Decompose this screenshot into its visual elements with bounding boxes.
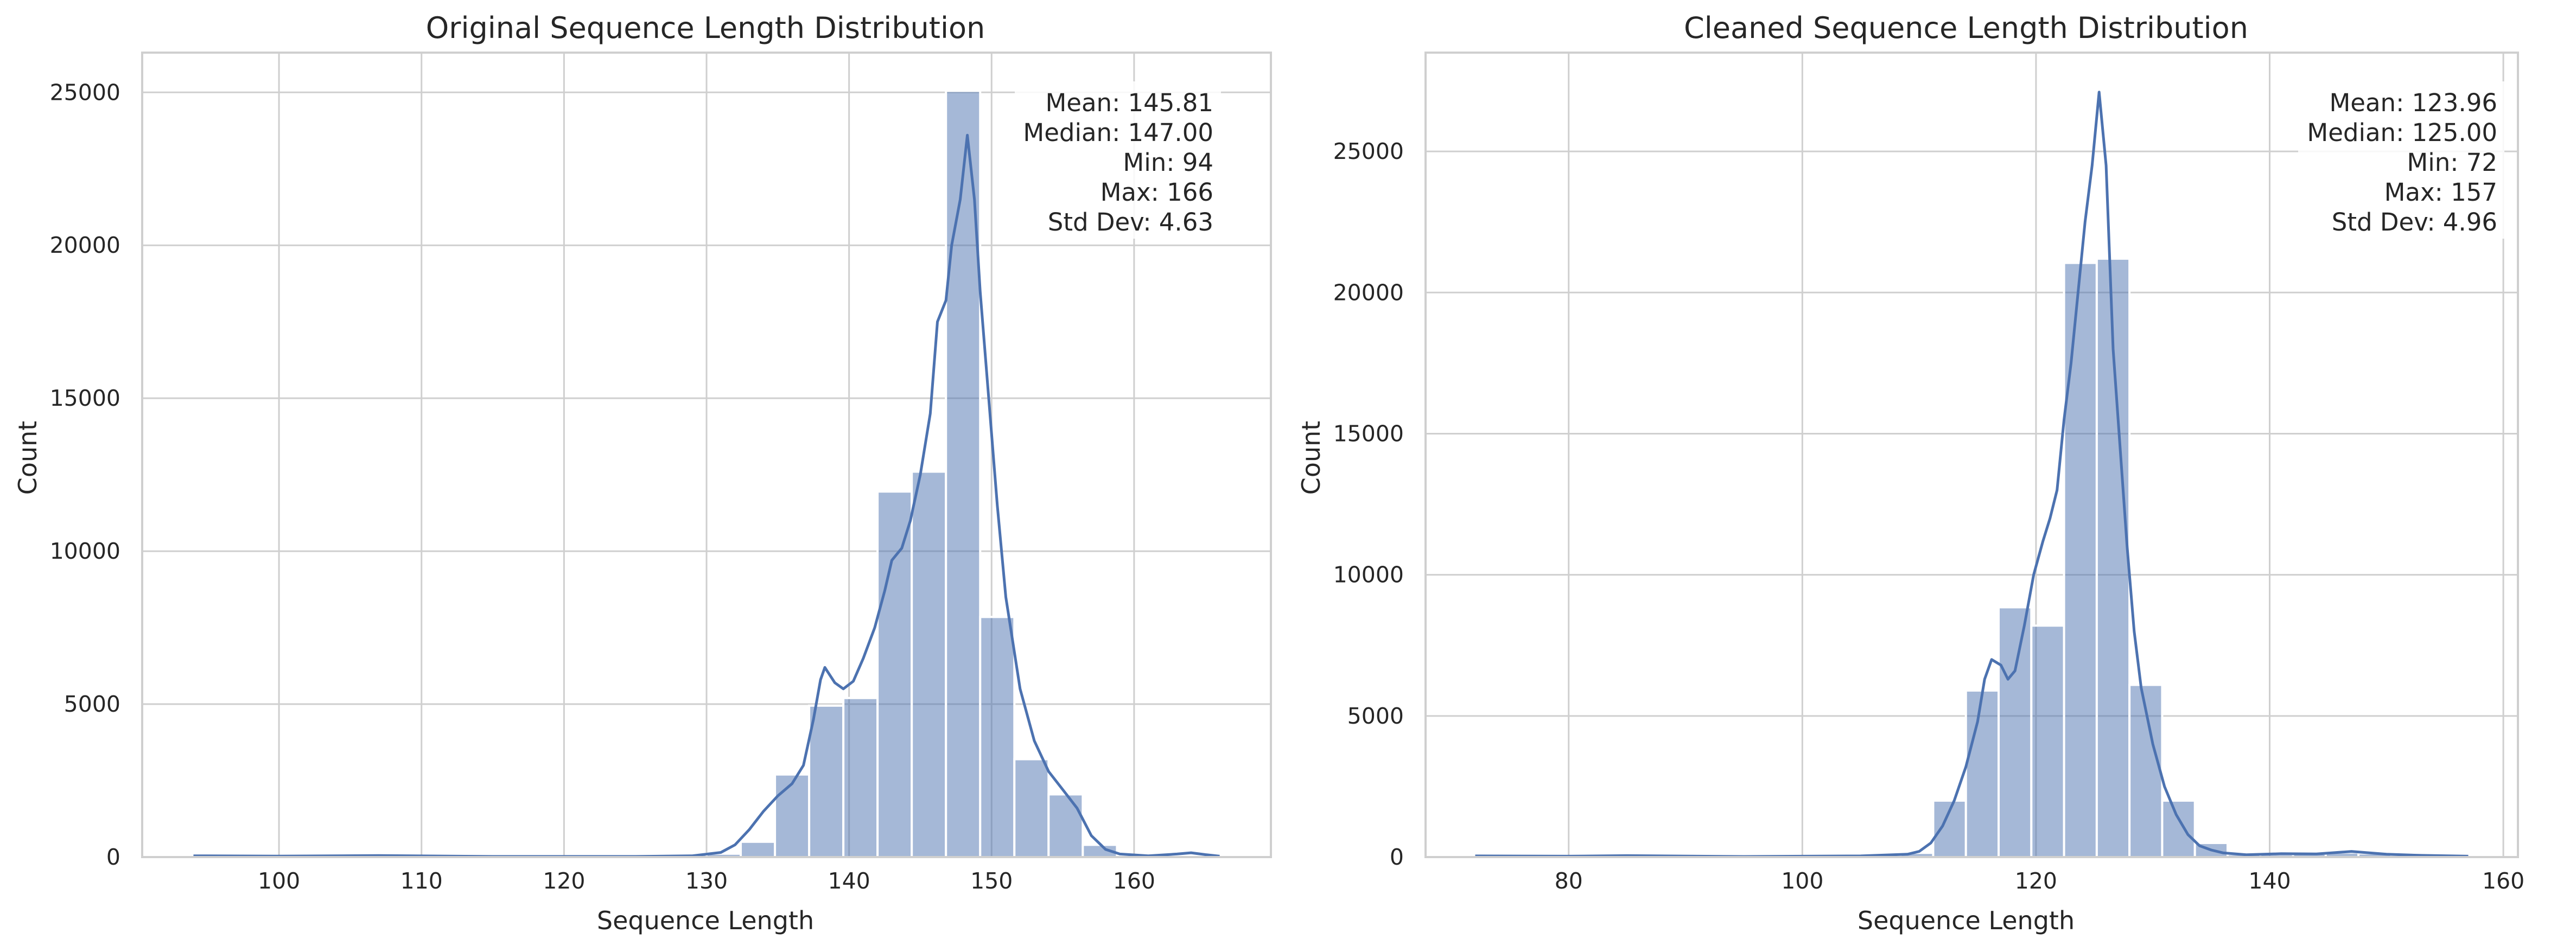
original-stats-std: Std Dev: 4.63 <box>1048 208 1213 237</box>
cleaned-y-axis-label: Count <box>1296 421 1326 495</box>
cleaned-stats-box <box>2298 81 2504 239</box>
original-histogram-bar <box>808 704 845 859</box>
cleaned-y-tick-label: 0 <box>1390 844 1404 870</box>
original-histogram-bar <box>876 490 913 858</box>
cleaned-y-tick-label: 5000 <box>1347 703 1404 729</box>
original-histogram-bar <box>842 697 879 859</box>
cleaned-histogram-bar <box>2030 624 2065 858</box>
original-stats-mean: Mean: 145.81 <box>1045 88 1213 117</box>
cleaned-x-ticks: 80 100 120 140 160 <box>1555 868 2525 894</box>
original-histogram-bar <box>911 470 947 858</box>
original-x-tick-label: 140 <box>828 868 870 894</box>
cleaned-stats-max: Max: 157 <box>2384 178 2497 207</box>
cleaned-y-ticks: 0 5000 10000 15000 20000 25000 <box>1333 138 1404 870</box>
cleaned-histogram-panel: Cleaned Sequence Length Distribution 80 1… <box>1296 11 2524 935</box>
original-x-tick-label: 100 <box>258 868 300 894</box>
original-histogram-bar <box>1047 793 1084 858</box>
original-chart-title: Original Sequence Length Distribution <box>426 11 985 45</box>
original-x-tick-label: 150 <box>970 868 1013 894</box>
original-y-ticks: 0 5000 10000 15000 20000 25000 <box>50 79 120 870</box>
cleaned-stats-median: Median: 125.00 <box>2307 118 2497 147</box>
cleaned-histogram-bar <box>2063 261 2098 859</box>
original-histogram-bar <box>774 773 811 858</box>
original-x-tick-label: 120 <box>543 868 585 894</box>
cleaned-x-axis-label: Sequence Length <box>1858 906 2075 935</box>
cleaned-y-tick-label: 20000 <box>1333 279 1404 305</box>
original-stats-box <box>1015 81 1221 239</box>
cleaned-y-tick-label: 10000 <box>1333 562 1404 588</box>
cleaned-stats-std: Std Dev: 4.96 <box>2332 208 2497 237</box>
original-y-tick-label: 0 <box>106 844 120 870</box>
original-histogram-bar <box>740 840 777 858</box>
cleaned-kde-line <box>1475 91 2469 858</box>
original-histogram-bar <box>1013 758 1050 859</box>
original-histogram-bar <box>979 616 1016 858</box>
cleaned-x-tick-label: 120 <box>2015 868 2057 894</box>
original-x-tick-label: 130 <box>685 868 728 894</box>
original-stats-median: Median: 147.00 <box>1023 118 1213 147</box>
original-x-tick-label: 110 <box>400 868 443 894</box>
original-y-tick-label: 5000 <box>64 691 120 717</box>
cleaned-histogram-bar <box>1964 689 2000 859</box>
original-y-tick-label: 25000 <box>50 79 120 105</box>
original-y-tick-label: 20000 <box>50 232 120 258</box>
cleaned-chart-title: Cleaned Sequence Length Distribution <box>1684 11 2248 45</box>
original-y-tick-label: 10000 <box>50 538 120 564</box>
original-y-tick-label: 15000 <box>50 385 120 411</box>
cleaned-x-tick-label: 160 <box>2482 868 2524 894</box>
cleaned-x-tick-label: 140 <box>2248 868 2291 894</box>
original-x-axis-label: Sequence Length <box>597 906 814 935</box>
original-histogram-panel: Original Sequence Length Distribution 10… <box>13 11 1272 935</box>
original-x-tick-label: 160 <box>1113 868 1155 894</box>
original-stats-max: Max: 166 <box>1101 178 1213 207</box>
cleaned-histogram-bar <box>1998 606 2033 859</box>
cleaned-y-tick-label: 25000 <box>1333 138 1404 164</box>
original-kde-line <box>193 133 1220 858</box>
cleaned-stats-mean: Mean: 123.96 <box>2329 88 2497 117</box>
original-x-ticks: 100 110 120 130 140 150 160 <box>258 868 1155 894</box>
original-stats-min: Min: 94 <box>1123 148 1213 177</box>
cleaned-histogram-bar <box>2161 799 2196 858</box>
cleaned-axes-frame <box>1424 52 2519 858</box>
original-y-axis-label: Count <box>13 421 42 495</box>
cleaned-x-tick-label: 100 <box>1781 868 1823 894</box>
cleaned-stats-min: Min: 72 <box>2407 148 2497 177</box>
cleaned-y-tick-label: 15000 <box>1333 420 1404 446</box>
original-axes-frame <box>141 52 1272 858</box>
cleaned-x-tick-label: 80 <box>1555 868 1583 894</box>
